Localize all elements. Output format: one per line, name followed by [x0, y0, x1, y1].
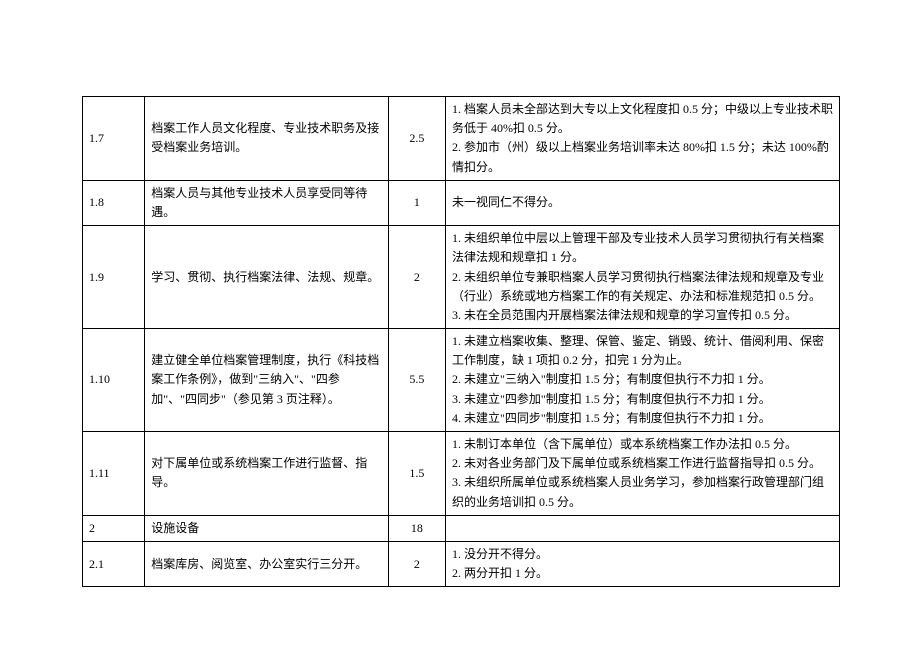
row-id: 2.1: [83, 541, 145, 586]
evaluation-table: 1.7档案工作人员文化程度、专业技术职务及接受档案业务培训。2.51. 档案人员…: [82, 96, 840, 587]
row-description: 档案库房、阅览室、办公室实行三分开。: [145, 541, 389, 586]
detail-item: 1. 未制订本单位（含下属单位）或本系统档案工作办法扣 0.5 分。: [452, 435, 833, 454]
detail-item: 2. 未组织单位专兼职档案人员学习贯彻执行档案法律法规和规章及专业（行业）系统或…: [452, 268, 833, 306]
row-score: 5.5: [388, 329, 445, 432]
row-details: 1. 未组织单位中层以上管理干部及专业技术人员学习贯彻执行有关档案法律法规和规章…: [445, 226, 839, 329]
table-row: 1.10建立健全单位档案管理制度，执行《科技档案工作条例》，做到"三纳入"、"四…: [83, 329, 840, 432]
row-score: 18: [388, 515, 445, 541]
detail-item: 2. 参加市（州）级以上档案业务培训率未达 80%扣 1.5 分；未达 100%…: [452, 138, 833, 176]
table-row: 1.9学习、贯彻、执行档案法律、法规、规章。21. 未组织单位中层以上管理干部及…: [83, 226, 840, 329]
row-details: 1. 没分开不得分。2. 两分开扣 1 分。: [445, 541, 839, 586]
row-description: 设施设备: [145, 515, 389, 541]
row-details: 1. 未制订本单位（含下属单位）或本系统档案工作办法扣 0.5 分。2. 未对各…: [445, 432, 839, 516]
row-description: 对下属单位或系统档案工作进行监督、指导。: [145, 432, 389, 516]
detail-item: 3. 未在全员范围内开展档案法律法规和规章的学习宣传扣 0.5 分。: [452, 306, 833, 325]
detail-item: 1. 没分开不得分。: [452, 545, 833, 564]
table-row: 1.7档案工作人员文化程度、专业技术职务及接受档案业务培训。2.51. 档案人员…: [83, 97, 840, 181]
table-row: 2设施设备18: [83, 515, 840, 541]
row-score: 1: [388, 180, 445, 225]
row-details: 1. 档案人员未全部达到大专以上文化程度扣 0.5 分；中级以上专业技术职务低于…: [445, 97, 839, 181]
row-description: 学习、贯彻、执行档案法律、法规、规章。: [145, 226, 389, 329]
row-description: 档案人员与其他专业技术人员享受同等待遇。: [145, 180, 389, 225]
detail-item: 未一视同仁不得分。: [452, 193, 833, 212]
row-score: 2.5: [388, 97, 445, 181]
row-score: 2: [388, 226, 445, 329]
detail-item: 2. 未对各业务部门及下属单位或系统档案工作进行监督指导扣 0.5 分。: [452, 454, 833, 473]
row-id: 1.7: [83, 97, 145, 181]
table-row: 1.8档案人员与其他专业技术人员享受同等待遇。1 未一视同仁不得分。: [83, 180, 840, 225]
page-content: 1.7档案工作人员文化程度、专业技术职务及接受档案业务培训。2.51. 档案人员…: [0, 0, 920, 651]
detail-item: 2. 未建立"三纳入"制度扣 1.5 分；有制度但执行不力扣 1 分。: [452, 370, 833, 389]
detail-item: 1. 未组织单位中层以上管理干部及专业技术人员学习贯彻执行有关档案法律法规和规章…: [452, 229, 833, 267]
row-id: 1.10: [83, 329, 145, 432]
row-id: 1.9: [83, 226, 145, 329]
detail-item: 4. 未建立"四同步"制度扣 1.5 分；有制度但执行不力扣 1 分。: [452, 409, 833, 428]
detail-item: 1. 档案人员未全部达到大专以上文化程度扣 0.5 分；中级以上专业技术职务低于…: [452, 100, 833, 138]
detail-item: 2. 两分开扣 1 分。: [452, 564, 833, 583]
row-description: 档案工作人员文化程度、专业技术职务及接受档案业务培训。: [145, 97, 389, 181]
table-row: 1.11对下属单位或系统档案工作进行监督、指导。1.51. 未制订本单位（含下属…: [83, 432, 840, 516]
row-details: [445, 515, 839, 541]
row-score: 1.5: [388, 432, 445, 516]
detail-item: 3. 未建立"四参加"制度扣 1.5 分；有制度但执行不力扣 1 分。: [452, 390, 833, 409]
detail-item: 3. 未组织所属单位或系统档案人员业务学习，参加档案行政管理部门组织的业务培训扣…: [452, 473, 833, 511]
row-details: 1. 未建立档案收集、整理、保管、鉴定、销毁、统计、借阅利用、保密工作制度，缺 …: [445, 329, 839, 432]
table-row: 2.1档案库房、阅览室、办公室实行三分开。21. 没分开不得分。2. 两分开扣 …: [83, 541, 840, 586]
row-details: 未一视同仁不得分。: [445, 180, 839, 225]
row-id: 1.8: [83, 180, 145, 225]
table-body: 1.7档案工作人员文化程度、专业技术职务及接受档案业务培训。2.51. 档案人员…: [83, 97, 840, 587]
row-description: 建立健全单位档案管理制度，执行《科技档案工作条例》，做到"三纳入"、"四参加"、…: [145, 329, 389, 432]
row-score: 2: [388, 541, 445, 586]
row-id: 1.11: [83, 432, 145, 516]
detail-item: 1. 未建立档案收集、整理、保管、鉴定、销毁、统计、借阅利用、保密工作制度，缺 …: [452, 332, 833, 370]
row-id: 2: [83, 515, 145, 541]
